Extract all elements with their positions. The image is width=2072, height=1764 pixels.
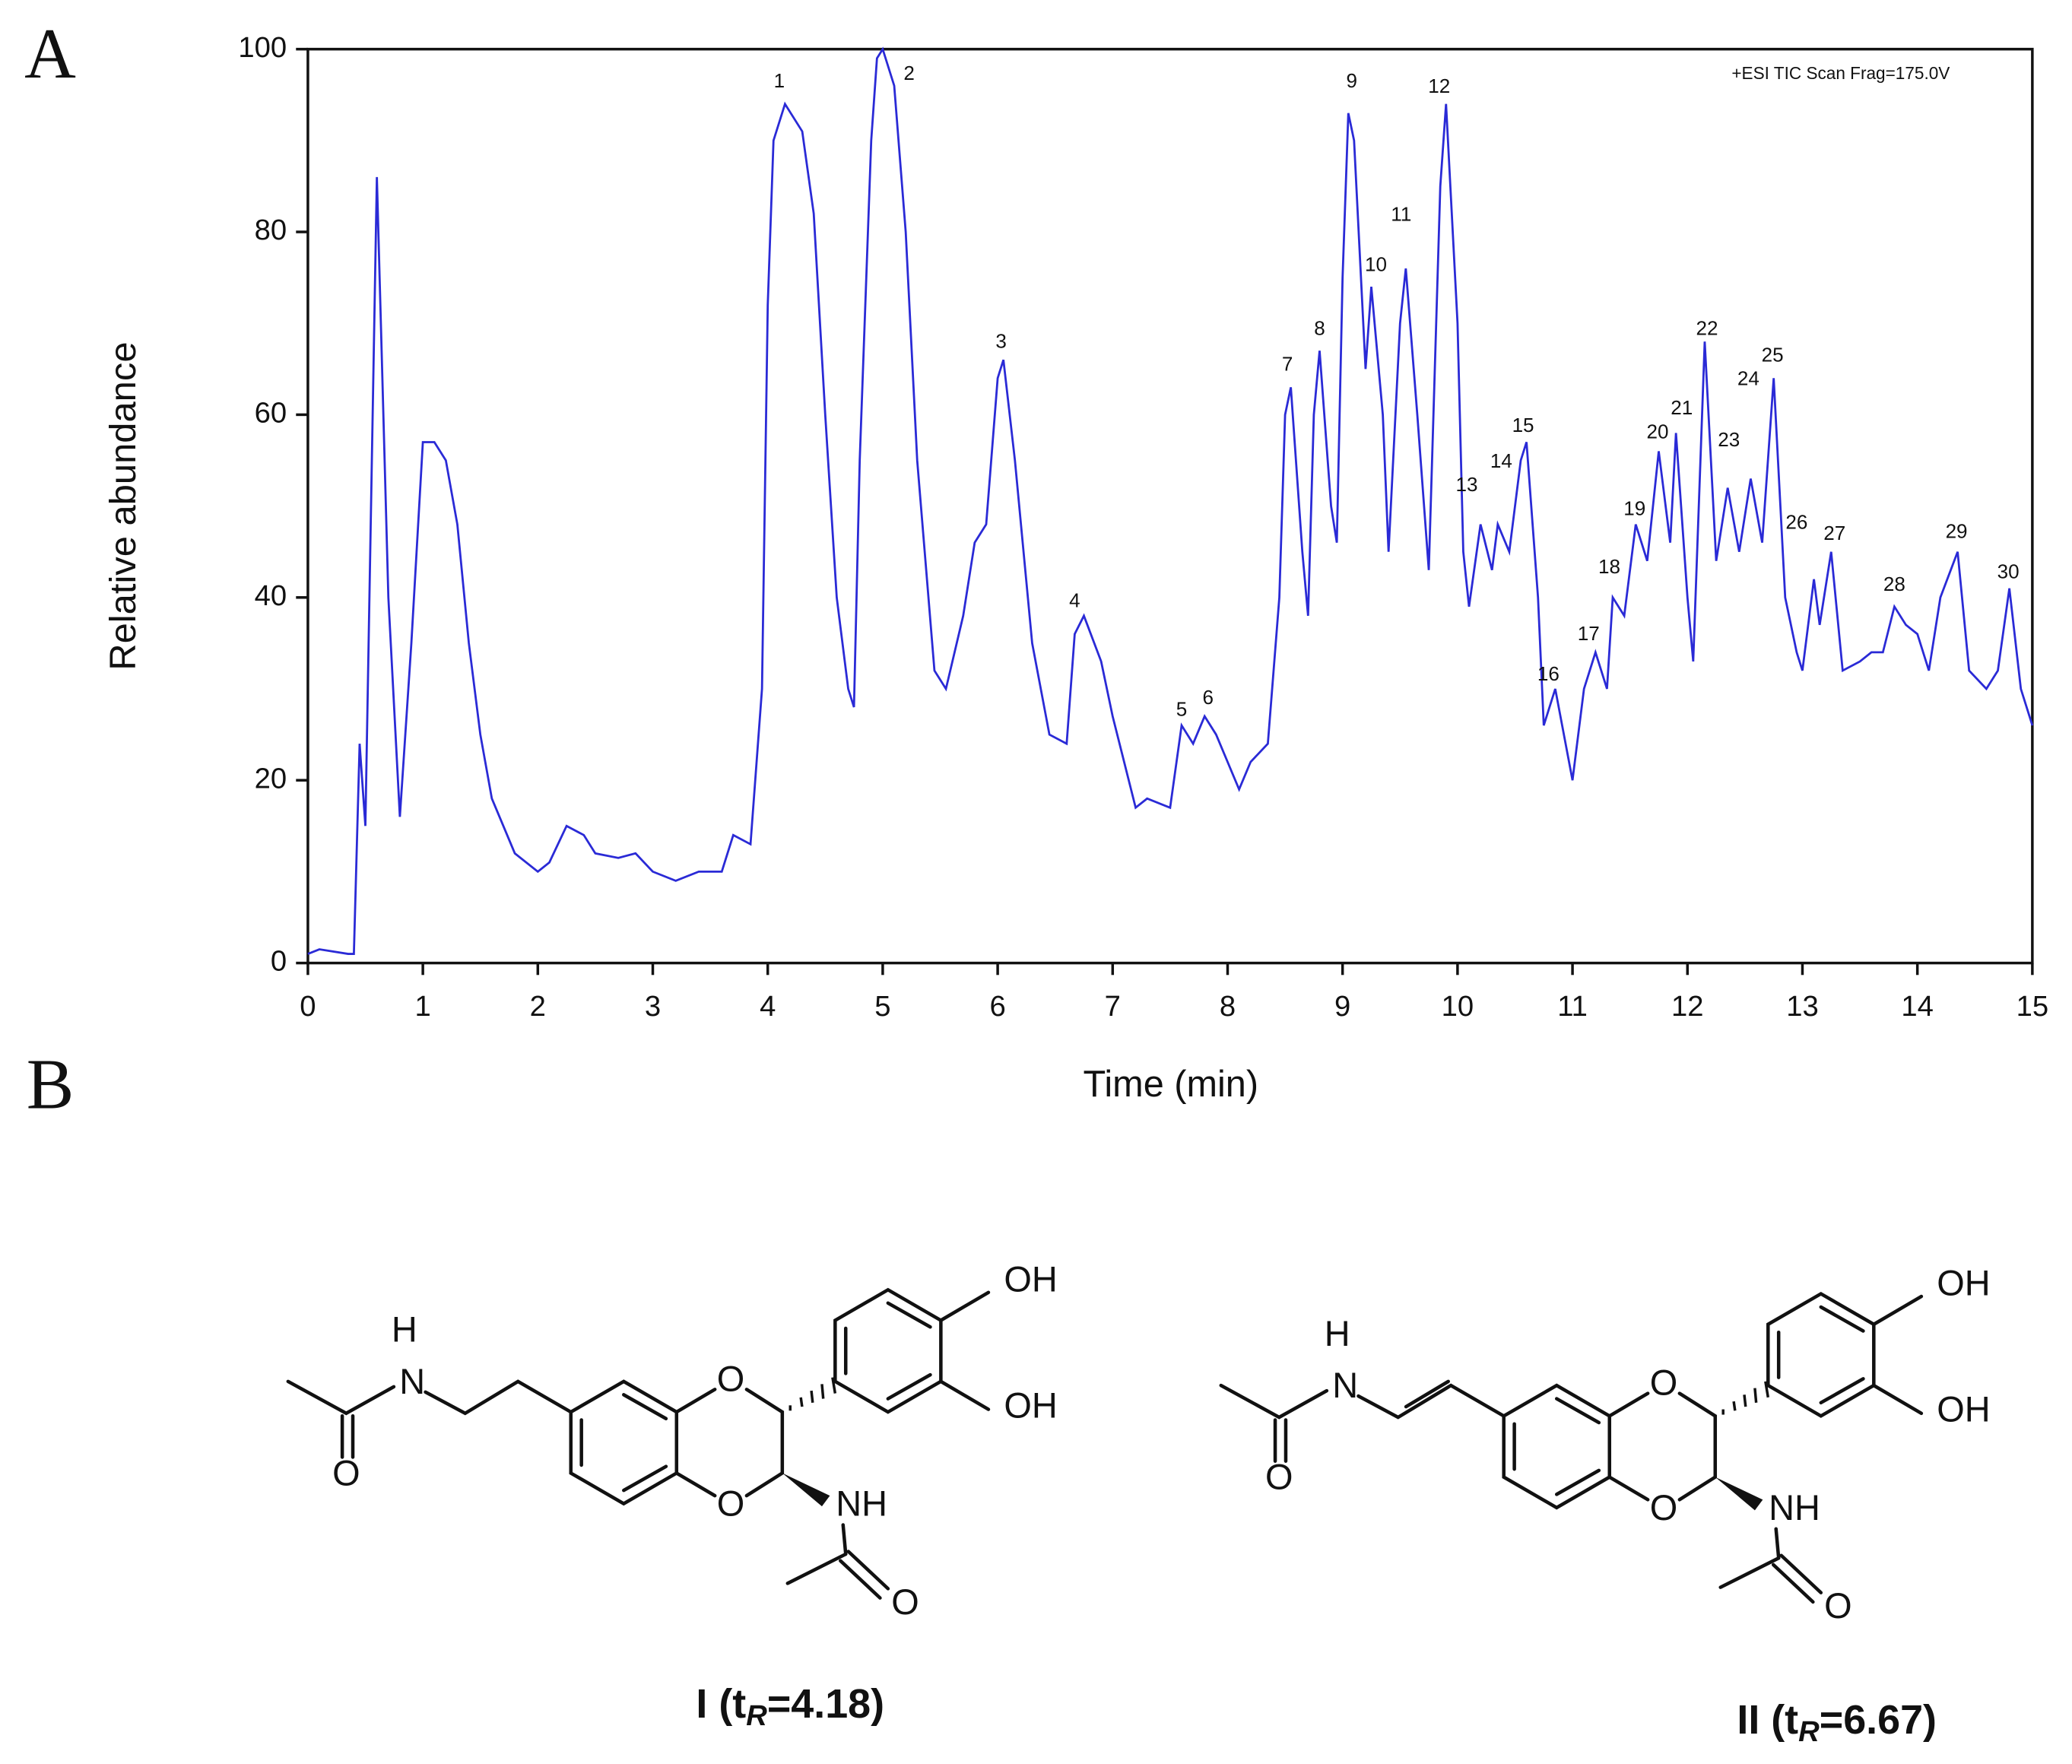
- peak-label: 7: [1282, 352, 1293, 375]
- x-tick-label: 10: [1442, 990, 1474, 1023]
- peak-label: 22: [1696, 316, 1718, 339]
- y-axis-label: Relative abundance: [103, 341, 144, 670]
- panel-label: A: [24, 14, 76, 94]
- peak-label: 19: [1623, 497, 1645, 519]
- x-tick-label: 6: [989, 990, 1005, 1023]
- peak-label: 6: [1203, 686, 1214, 709]
- peak-label: 12: [1428, 75, 1450, 97]
- peak-label: 5: [1176, 698, 1187, 721]
- x-tick-label: 15: [2016, 990, 2049, 1023]
- atom-label: O: [332, 1452, 360, 1493]
- y-tick-label: 0: [271, 945, 287, 978]
- peak-label: 10: [1365, 252, 1387, 275]
- peak-label: 1: [774, 69, 785, 92]
- peak-label: 30: [1997, 560, 2020, 582]
- atom-label: NH: [836, 1483, 887, 1523]
- atom-label: O: [1265, 1456, 1293, 1496]
- peak-label: 24: [1737, 367, 1759, 390]
- caption-part: I (t: [696, 1681, 746, 1727]
- atom-label: OH: [1937, 1262, 1990, 1302]
- structure-caption: I (tR=4.18): [696, 1681, 884, 1732]
- atom-label: O: [1650, 1487, 1677, 1528]
- x-tick-label: 13: [1786, 990, 1819, 1023]
- y-tick-label: 40: [255, 579, 287, 612]
- peak-label: 11: [1391, 202, 1411, 225]
- x-tick-label: 12: [1671, 990, 1704, 1023]
- peak-label: 4: [1069, 589, 1080, 612]
- caption-part: R: [746, 1699, 767, 1732]
- x-tick-label: 4: [760, 990, 776, 1023]
- x-axis-label: Time (min): [1083, 1064, 1258, 1105]
- atom-label: O: [1824, 1585, 1851, 1626]
- peak-label: 29: [1946, 519, 1968, 542]
- peak-label: 3: [995, 329, 1006, 352]
- atom-label: OH: [1937, 1388, 1990, 1429]
- peak-label: 28: [1883, 573, 1905, 595]
- peak-label: 17: [1578, 622, 1600, 645]
- peak-label: 21: [1671, 396, 1693, 419]
- x-tick-label: 14: [1901, 990, 1934, 1023]
- atom-label: H: [392, 1309, 417, 1350]
- peak-label: 9: [1347, 69, 1357, 92]
- atom-label: OH: [1004, 1258, 1057, 1299]
- atom-label: O: [891, 1582, 919, 1622]
- peak-label: 2: [903, 62, 914, 84]
- peak-label: 15: [1512, 414, 1534, 436]
- peak-label: 23: [1718, 428, 1740, 451]
- x-tick-label: 9: [1334, 990, 1350, 1023]
- caption-part: R: [1798, 1715, 1820, 1748]
- peak-label: 20: [1646, 420, 1668, 443]
- peak-label: 16: [1537, 662, 1560, 685]
- structure-2: [1221, 1294, 1921, 1602]
- atom-label: N: [1332, 1365, 1358, 1405]
- x-tick-label: 8: [1220, 990, 1236, 1023]
- y-tick-label: 80: [255, 214, 287, 246]
- annotation: +ESI TIC Scan Frag=175.0V: [1731, 63, 1950, 83]
- x-tick-label: 11: [1557, 990, 1588, 1023]
- peak-label: 18: [1598, 555, 1620, 578]
- x-tick-label: 7: [1105, 990, 1121, 1023]
- atom-label: O: [717, 1483, 744, 1523]
- chromatogram-line: [307, 46, 2034, 955]
- y-tick-label: 100: [238, 31, 287, 64]
- y-tick-label: 60: [255, 396, 287, 429]
- x-tick-label: 5: [874, 990, 890, 1023]
- x-tick-label: 2: [530, 990, 546, 1023]
- x-tick-label: 0: [300, 990, 316, 1023]
- peak-label: 27: [1823, 522, 1845, 544]
- caption-part: =6.67): [1820, 1697, 1937, 1743]
- atom-label: O: [717, 1358, 744, 1398]
- atom-label: NH: [1769, 1487, 1820, 1528]
- peak-label: 13: [1455, 473, 1477, 496]
- structure-caption: II (tR=6.67): [1737, 1697, 1937, 1748]
- y-tick-label: 20: [255, 762, 287, 795]
- atom-label: H: [1325, 1313, 1350, 1353]
- peak-label: 25: [1762, 343, 1784, 366]
- panel-label: B: [27, 1045, 75, 1124]
- peak-label: 26: [1785, 510, 1807, 533]
- caption-part: =4.18): [767, 1681, 884, 1727]
- peak-label: 14: [1490, 449, 1512, 472]
- atom-label: O: [1650, 1362, 1677, 1402]
- atom-label: OH: [1004, 1385, 1057, 1425]
- x-tick-label: 3: [645, 990, 661, 1023]
- x-tick-label: 1: [414, 990, 430, 1023]
- structure-1: [288, 1290, 988, 1597]
- atom-label: N: [399, 1361, 425, 1401]
- plot-frame: [306, 47, 2034, 965]
- caption-part: II (t: [1737, 1697, 1798, 1743]
- peak-label: 8: [1314, 316, 1325, 339]
